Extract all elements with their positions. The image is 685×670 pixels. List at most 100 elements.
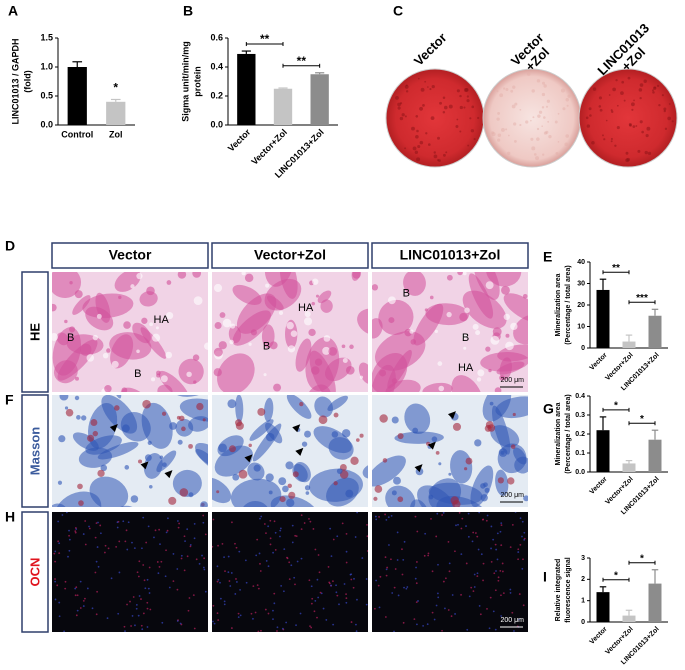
panel-letter: I <box>543 569 547 585</box>
x-tick-label: Control <box>61 129 93 139</box>
cell <box>304 310 311 318</box>
cell <box>130 495 139 503</box>
stain-speck <box>641 130 644 134</box>
cell <box>405 587 408 590</box>
stain-speck <box>643 79 647 83</box>
cell <box>448 570 451 573</box>
stain-speck <box>531 146 536 151</box>
significance-label: *** <box>636 293 648 304</box>
histology-image <box>212 272 368 392</box>
cell <box>269 537 272 540</box>
cell <box>227 555 230 558</box>
stain-speck <box>535 156 540 161</box>
cell <box>388 296 396 305</box>
cell <box>229 585 232 587</box>
tissue <box>317 290 332 304</box>
cell <box>308 517 310 520</box>
cell <box>147 525 150 528</box>
stain-speck <box>456 118 459 121</box>
scale-bar-label: 200 μm <box>501 617 525 624</box>
y-axis-label: (Percentage / total area) <box>565 265 572 344</box>
cell <box>257 630 260 632</box>
cell <box>288 491 296 499</box>
cell <box>77 483 83 490</box>
cell <box>373 607 376 610</box>
cell <box>172 580 175 582</box>
cell <box>250 329 257 336</box>
stain-speck <box>507 151 511 155</box>
significance-label: * <box>614 401 618 412</box>
cell <box>291 541 294 544</box>
cell <box>142 564 145 566</box>
cell <box>104 544 107 547</box>
cell <box>435 604 438 607</box>
tissue <box>422 382 453 392</box>
cell <box>269 341 278 350</box>
cell <box>292 471 299 478</box>
cell <box>416 530 419 533</box>
x-tick-label: Zol <box>109 129 123 139</box>
cell <box>259 570 262 572</box>
y-tick-label: 0.3 <box>575 412 585 419</box>
tissue <box>156 450 177 473</box>
y-tick-label: 20 <box>577 302 585 309</box>
cell <box>379 575 382 578</box>
x-tick-label: Vector+Zol <box>249 127 289 167</box>
cell <box>245 581 248 584</box>
cell <box>65 512 68 514</box>
panel-letter: F <box>5 392 14 408</box>
cell <box>276 630 278 632</box>
cell <box>57 480 63 485</box>
cell <box>74 531 77 534</box>
cell <box>252 585 255 588</box>
stain-speck <box>499 93 504 98</box>
bar <box>622 463 636 472</box>
cell <box>375 579 378 582</box>
stain-speck <box>437 159 440 162</box>
cell <box>265 473 274 482</box>
cell <box>79 607 82 609</box>
cell <box>314 358 323 366</box>
cell <box>396 531 399 534</box>
cell <box>501 562 504 565</box>
tissue <box>80 343 92 356</box>
cell <box>124 465 130 470</box>
panel-letter: G <box>543 401 554 417</box>
cell <box>288 578 291 581</box>
arrow <box>295 447 304 456</box>
y-tick-label: 30 <box>577 280 585 287</box>
cell <box>384 556 387 559</box>
stain-speck <box>664 127 668 131</box>
x-tick-label: Vector <box>589 626 609 646</box>
cell <box>517 558 519 561</box>
cell <box>116 526 119 529</box>
cell <box>74 530 77 533</box>
significance-label: ** <box>297 54 307 68</box>
stain-speck <box>620 91 624 95</box>
cell <box>494 589 497 592</box>
tissue <box>72 295 91 315</box>
cell <box>179 415 185 422</box>
cell <box>123 625 126 628</box>
cell <box>497 477 504 484</box>
cell <box>522 558 524 561</box>
cell <box>343 583 346 585</box>
cell <box>385 519 388 521</box>
cell <box>256 584 259 587</box>
cell <box>390 558 392 561</box>
cell <box>431 611 434 614</box>
stain-speck <box>652 89 654 92</box>
cell <box>378 606 381 609</box>
y-tick-label: 1.0 <box>40 61 53 71</box>
cell <box>335 584 337 587</box>
cell <box>396 559 399 561</box>
cell <box>505 333 510 338</box>
stain-speck <box>433 154 438 159</box>
stain-speck <box>557 112 560 115</box>
y-tick-label: 10 <box>577 323 585 330</box>
cell <box>366 550 368 552</box>
tissue <box>263 397 274 422</box>
cell <box>227 399 237 409</box>
cell <box>336 468 343 475</box>
cell <box>309 520 312 523</box>
